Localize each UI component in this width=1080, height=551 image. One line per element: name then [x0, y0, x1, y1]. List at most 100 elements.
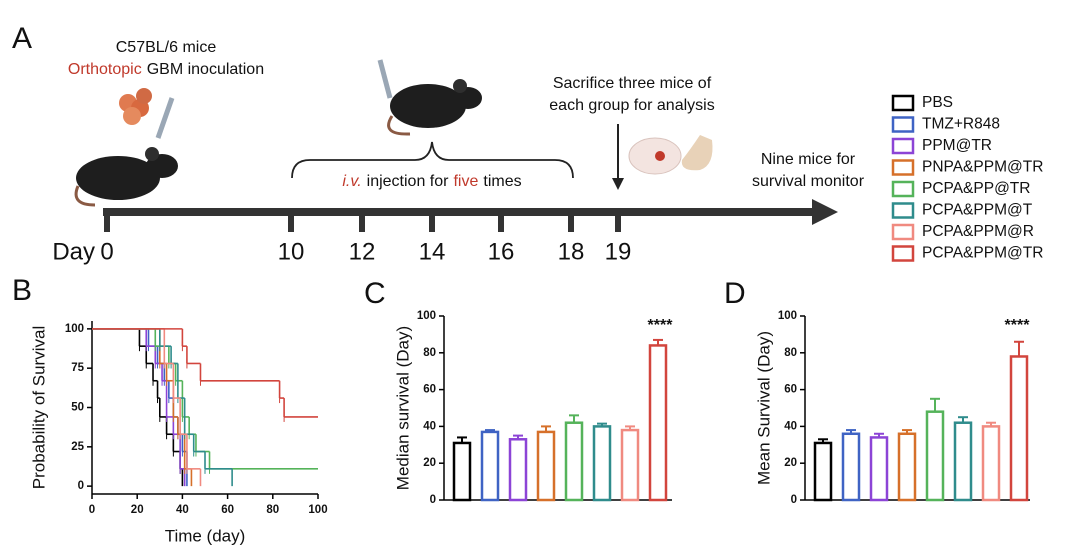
- mouse-icon: [387, 79, 482, 136]
- bar: [620, 428, 640, 502]
- day-value: 0: [100, 238, 113, 265]
- day-tick: [429, 212, 435, 232]
- legend-label: PNPA&PPM@TR: [922, 159, 1043, 176]
- legend-swatch: [891, 94, 915, 112]
- legend-label: PCPA&PPM@T: [922, 202, 1033, 219]
- bar: [1009, 355, 1029, 502]
- x-tick-label: 80: [266, 504, 279, 516]
- legend-swatch: [891, 223, 915, 241]
- y-tick-label: 0: [430, 494, 436, 506]
- bar: [925, 410, 945, 502]
- day-value: 18: [558, 238, 585, 265]
- legend-label: PPM@TR: [922, 137, 992, 154]
- x-tick-label: 0: [89, 504, 95, 516]
- syringe-icon: [155, 97, 175, 139]
- y-tick-label: 40: [784, 420, 797, 432]
- injection-rest: injection for: [367, 173, 449, 190]
- legend-swatch: [891, 180, 915, 198]
- sacrifice-text: each group for analysis: [549, 97, 714, 114]
- bar: [536, 430, 556, 502]
- bar: [953, 421, 973, 502]
- injection-rest: times: [483, 173, 521, 190]
- x-tick-label: 100: [308, 504, 327, 516]
- y-tick-label: 100: [778, 310, 797, 322]
- x-tick-label: 20: [131, 504, 144, 516]
- day-value: 10: [278, 238, 305, 265]
- bar: [869, 436, 889, 502]
- panel-label: A: [12, 22, 32, 55]
- legend-swatch: [891, 116, 915, 133]
- legend-swatch: [891, 202, 915, 219]
- syringe-icon: [377, 59, 393, 99]
- y-tick-label: 40: [423, 420, 436, 432]
- bar: [841, 432, 861, 502]
- injection-brace: [291, 141, 574, 179]
- bar: [508, 438, 528, 502]
- x-axis-label: Time (day): [165, 526, 246, 545]
- y-tick-label: 60: [784, 384, 797, 396]
- tumor-spot: [655, 151, 665, 161]
- x-tick-label: 40: [176, 504, 189, 516]
- y-tick-label: 80: [784, 347, 797, 359]
- significance: ****: [648, 317, 674, 334]
- day-value: 12: [349, 238, 376, 265]
- y-tick-label: 50: [71, 402, 84, 414]
- mouse-icon: [74, 147, 178, 207]
- timeline-arrowhead: [812, 199, 838, 225]
- legend-label: PCPA&PP@TR: [922, 180, 1030, 197]
- inoculation-text: Orthotopic GBM inoculation: [68, 61, 264, 78]
- y-axis-label: Mean Survival (Day): [754, 331, 773, 485]
- y-tick-label: 75: [71, 362, 84, 374]
- significance: ****: [1005, 317, 1031, 334]
- sacrifice-arrowhead: [612, 178, 624, 190]
- day-tick: [104, 212, 110, 232]
- day-tick: [615, 212, 621, 232]
- inoculation-red: Orthotopic: [68, 61, 142, 78]
- bar: [564, 421, 584, 502]
- bar: [813, 441, 833, 502]
- tumor-icon: [119, 88, 152, 125]
- y-tick-label: 25: [71, 441, 84, 453]
- injection-five: five: [453, 173, 478, 190]
- bar: [648, 344, 668, 502]
- legend-swatch: [891, 245, 915, 262]
- day-tick: [568, 212, 574, 232]
- panel-label: B: [12, 274, 32, 307]
- inoculation-rest: GBM inoculation: [147, 61, 264, 78]
- y-axis-label: Probability of Survival: [29, 326, 48, 489]
- panel-label: C: [364, 277, 386, 310]
- y-tick-label: 0: [78, 480, 84, 492]
- day-value: 19: [605, 238, 632, 265]
- survival-text: Nine mice for: [761, 151, 856, 168]
- day-tick: [359, 212, 365, 232]
- bar: [981, 425, 1001, 502]
- y-tick-label: 100: [65, 323, 84, 335]
- legend-swatch: [891, 137, 915, 155]
- day-value: 16: [488, 238, 515, 265]
- y-tick-label: 100: [417, 310, 436, 322]
- legend-label: PBS: [922, 94, 953, 111]
- sacrifice-text: Sacrifice three mice of: [553, 75, 712, 92]
- x-tick-label: 60: [221, 504, 234, 516]
- spleen-icon: [681, 135, 713, 171]
- y-tick-label: 20: [784, 457, 797, 469]
- day-value: 14: [419, 238, 446, 265]
- day-tick: [498, 212, 504, 232]
- bar: [480, 430, 500, 502]
- bar: [452, 441, 472, 502]
- y-tick-label: 20: [423, 457, 436, 469]
- legend-label: PCPA&PPM@TR: [922, 245, 1043, 262]
- y-axis-label: Median survival (Day): [393, 326, 412, 490]
- day-tick: [288, 212, 294, 232]
- inoculation-text: C57BL/6 mice: [116, 39, 217, 56]
- injection-text: i.v. injection for five times: [342, 173, 521, 190]
- bar: [897, 432, 917, 502]
- charts: Day 0 10 12 14 16 18 19PBSTMZ+R848PPM@TRPNPA&PP…: [29, 94, 1043, 545]
- y-tick-label: 80: [423, 347, 436, 359]
- panel-label: D: [724, 277, 746, 310]
- day-label: Day: [52, 238, 95, 265]
- legend-swatch: [891, 159, 915, 176]
- survival-text: survival monitor: [752, 173, 865, 190]
- y-tick-label: 60: [423, 384, 436, 396]
